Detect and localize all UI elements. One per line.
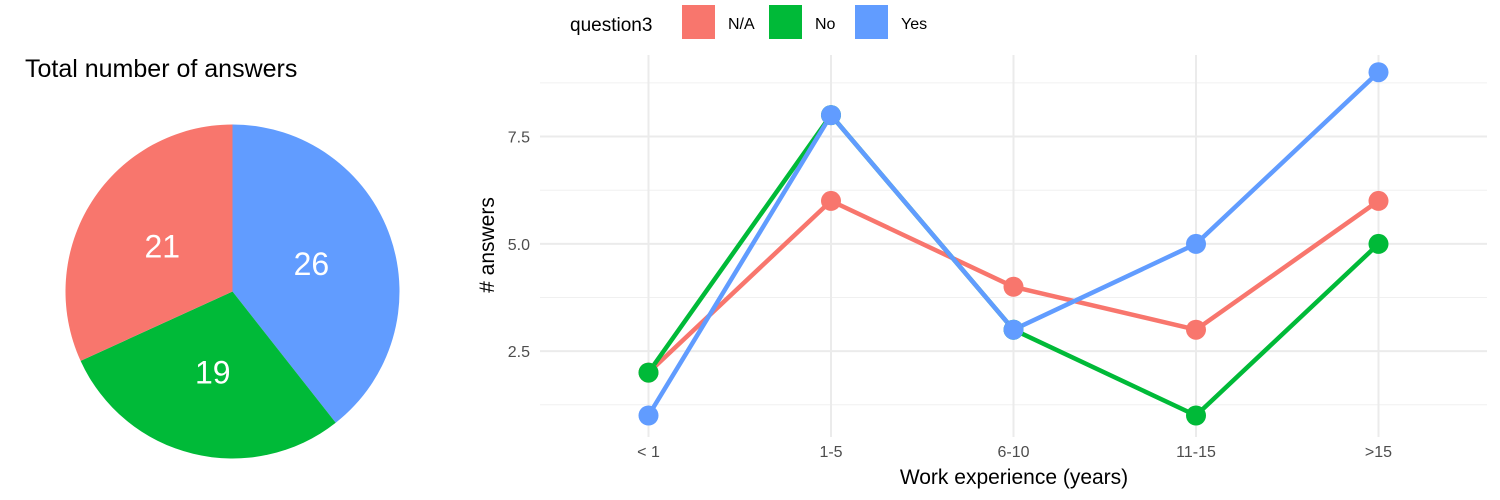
y-tick-label: 5.0 xyxy=(508,237,530,254)
legend-label-n-a: N/A xyxy=(728,16,755,33)
x-tick-label: 6-10 xyxy=(997,444,1029,461)
point-yes-1 xyxy=(638,405,659,426)
y-axis-label: # answers xyxy=(476,197,499,293)
series-points xyxy=(638,62,1389,426)
pie-labels: 26 19 21 xyxy=(145,228,330,390)
y-tick-labels: 2.5 5.0 7.5 xyxy=(508,130,530,362)
legend: question3 N/A No Yes xyxy=(570,5,927,39)
legend-title: question3 xyxy=(570,15,652,36)
point-yes-15 xyxy=(1368,62,1389,83)
pie-slice-yes xyxy=(232,124,400,423)
pie-slice-value-no: 19 xyxy=(195,355,231,391)
x-tick-labels: < 1 1-5 6-10 11-15 >15 xyxy=(637,444,1392,461)
legend-key-n-a xyxy=(682,5,715,39)
pie-chart: Total number of answers 26 19 21 xyxy=(25,55,400,459)
x-tick-label: 1-5 xyxy=(819,444,842,461)
legend-items: N/A No Yes xyxy=(682,5,927,39)
point-yes-6-10 xyxy=(1003,319,1024,340)
point-n-a-1-5 xyxy=(821,190,841,211)
point-yes-1-5 xyxy=(821,105,841,126)
pie-slices xyxy=(65,124,400,459)
major-gridlines xyxy=(540,55,1487,437)
x-tick-label: < 1 xyxy=(637,444,660,461)
point-yes-11-15 xyxy=(1186,233,1206,254)
legend-label-yes: Yes xyxy=(901,16,927,33)
x-tick-label: >15 xyxy=(1365,444,1392,461)
legend-key-yes xyxy=(855,5,888,39)
point-n-a-11-15 xyxy=(1186,319,1206,340)
x-tick-label: 11-15 xyxy=(1176,444,1216,461)
point-no-15 xyxy=(1368,233,1389,254)
line-chart: question3 N/A No Yes 2.5 5.0 7.5 < 1 1-5 6-10 1… xyxy=(476,5,1487,489)
y-tick-label: 7.5 xyxy=(508,130,530,147)
pie-title: Total number of answers xyxy=(25,55,297,83)
point-n-a-15 xyxy=(1368,190,1389,211)
x-axis-label: Work experience (years) xyxy=(900,466,1128,489)
pie-slice-no xyxy=(80,291,336,459)
pie-slice-n-a xyxy=(65,124,233,361)
legend-key-no xyxy=(769,5,802,39)
point-n-a-6-10 xyxy=(1003,276,1024,297)
pie-slice-value-yes: 26 xyxy=(294,246,330,282)
pie-slice-value-n-a: 21 xyxy=(145,228,181,264)
point-no-11-15 xyxy=(1186,405,1206,426)
y-tick-label: 2.5 xyxy=(508,344,530,361)
point-no-1 xyxy=(638,362,659,383)
legend-label-no: No xyxy=(815,16,836,33)
